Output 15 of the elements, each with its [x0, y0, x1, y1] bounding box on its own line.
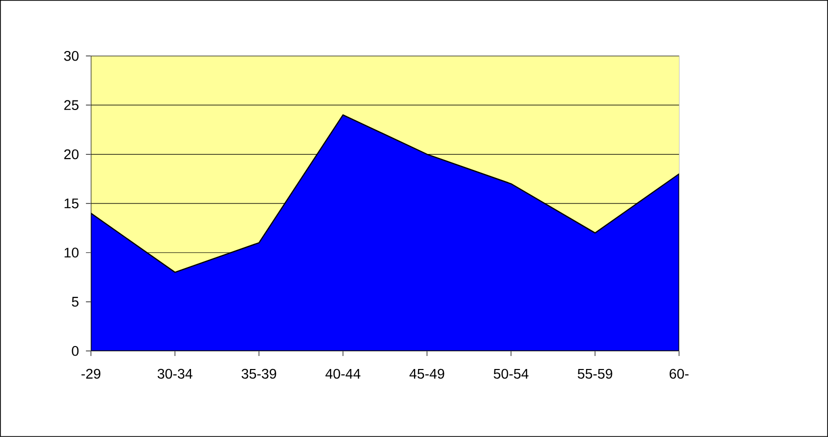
- x-tick-label: 40-44: [325, 368, 360, 379]
- x-tick-label: -29: [81, 368, 100, 379]
- x-tick-label: 35-39: [242, 368, 276, 379]
- y-tick-label: 0: [72, 346, 79, 356]
- y-tick-label: 5: [72, 296, 78, 307]
- y-tick-label: 20: [64, 149, 79, 160]
- y-tick-label: 25: [64, 100, 78, 110]
- y-tick-label: 15: [64, 198, 78, 208]
- y-tick-label: 30: [64, 51, 79, 61]
- x-tick-label: 60-: [670, 368, 689, 379]
- y-tick-label: 10: [64, 248, 79, 258]
- x-tick-label: 30-34: [158, 368, 192, 379]
- x-tick-label: 55-59: [578, 368, 612, 379]
- x-tick-label: 45-49: [409, 368, 444, 379]
- x-tick-label: 50-54: [494, 368, 528, 379]
